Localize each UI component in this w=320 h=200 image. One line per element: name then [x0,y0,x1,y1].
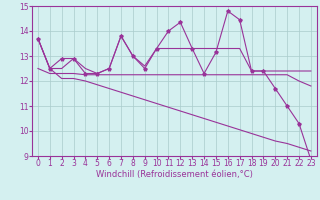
X-axis label: Windchill (Refroidissement éolien,°C): Windchill (Refroidissement éolien,°C) [96,170,253,179]
